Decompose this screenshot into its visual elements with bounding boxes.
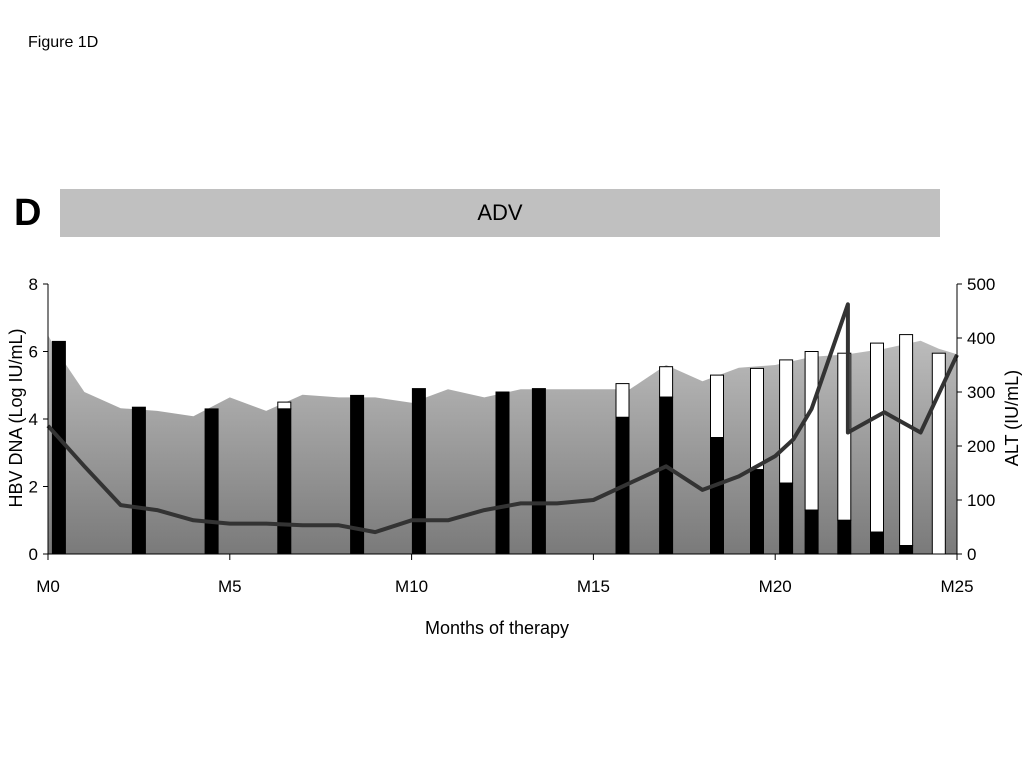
hbv-bar-white-9 [659, 366, 674, 398]
hbv-bar-white-16 [899, 334, 914, 546]
y2-tick-label: 100 [967, 491, 995, 510]
hbv-dna-line [46, 302, 959, 535]
hbv-bar-white-11 [750, 367, 764, 471]
hbv-bar-black-7 [531, 388, 546, 555]
y2-tick-label: 500 [967, 275, 995, 294]
treatment-bar: ADV [60, 189, 940, 237]
figure-label: Figure 1D [28, 34, 99, 51]
hbv-bar-black-2 [204, 408, 219, 555]
hbv-bar-black-11 [750, 469, 764, 555]
hbv-bar-white-12 [779, 359, 794, 484]
y-tick-label: 4 [29, 410, 38, 429]
y-axis-label: HBV DNA (Log IU/mL) [6, 328, 26, 507]
hbv-bar-white-10 [710, 374, 724, 439]
hbv-bar-black-9 [659, 396, 674, 555]
panel-letter: D [14, 192, 42, 234]
hbv-bar-black-3 [277, 408, 292, 555]
hbv-bar-black-12 [779, 482, 794, 555]
treatment-label: ADV [477, 200, 523, 225]
y-tick-label: 2 [29, 478, 38, 497]
x-tick-label: M25 [940, 577, 973, 596]
hbv-bar-black-14 [837, 519, 852, 555]
y2-tick-label: 0 [967, 545, 976, 564]
y2-tick-label: 300 [967, 383, 995, 402]
y2-tick-label: 200 [967, 437, 995, 456]
y2-tick-label: 400 [967, 329, 995, 348]
y2-axis-label: ALT (IU/mL) [1002, 370, 1022, 466]
x-tick-label: M5 [218, 577, 242, 596]
x-tick-label: M10 [395, 577, 428, 596]
x-tick-label: M20 [759, 577, 792, 596]
hbv-bar-white-13 [804, 351, 819, 511]
x-tick-label: M0 [36, 577, 60, 596]
hbv-bar-black-13 [804, 509, 819, 555]
hbv-bar-white-3 [277, 401, 292, 410]
hbv-bar-black-15 [870, 531, 884, 555]
hbv-bar-white-8 [615, 383, 630, 418]
x-axis-label: Months of therapy [425, 618, 569, 638]
hbv-bar-black-5 [411, 388, 426, 555]
x-tick-label: M15 [577, 577, 610, 596]
hbv-bar-black-1 [131, 406, 146, 555]
y-tick-label: 0 [29, 545, 38, 564]
y-tick-label: 8 [29, 275, 38, 294]
hbv-bar-white-15 [870, 342, 884, 533]
hbv-bar-black-6 [495, 391, 510, 555]
hbv-bar-black-0 [51, 340, 66, 555]
hbv-bar-black-10 [710, 437, 724, 555]
y-tick-label: 6 [29, 343, 38, 362]
hbv-bar-black-16 [899, 545, 914, 555]
